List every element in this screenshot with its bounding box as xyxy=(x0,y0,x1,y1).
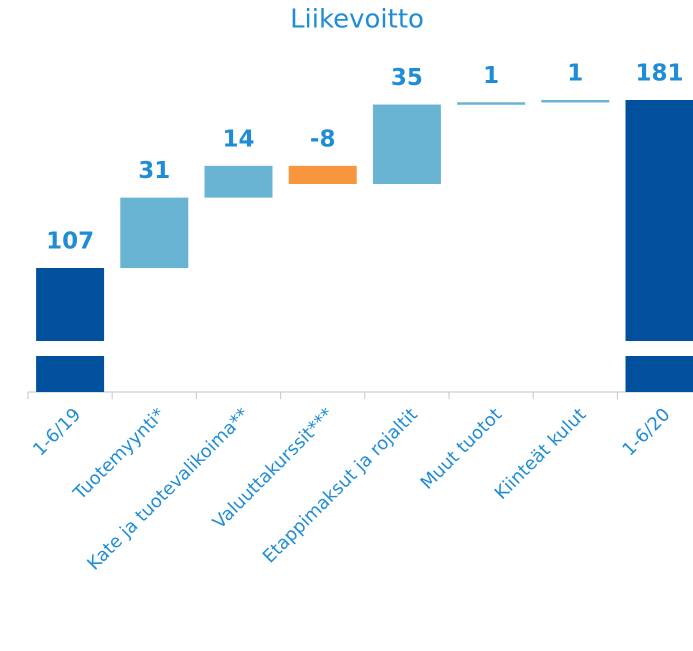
delta-bar xyxy=(120,197,189,268)
value-label: 181 xyxy=(635,61,683,87)
x-tick-label: Muut tuotot xyxy=(417,404,507,494)
axis-break xyxy=(623,341,693,356)
x-tick-label: Kate ja tuotevalikoima** xyxy=(83,404,253,574)
delta-bar xyxy=(204,165,273,198)
x-tick-label: 1-6/19 xyxy=(29,404,85,460)
delta-bar xyxy=(288,165,357,184)
value-label: 1 xyxy=(567,61,583,87)
value-label: 14 xyxy=(222,126,254,152)
x-tick-label: Etappimaksut ja rojaltit xyxy=(259,404,422,567)
value-label: -8 xyxy=(310,126,336,152)
total-bar xyxy=(36,268,105,392)
value-label: 1 xyxy=(483,63,499,89)
delta-bar xyxy=(372,104,441,184)
chart-title: Liikevoitto xyxy=(290,5,424,35)
value-label: 35 xyxy=(391,65,423,91)
delta-bar xyxy=(457,102,526,105)
value-label: 31 xyxy=(138,158,170,184)
value-label: 107 xyxy=(46,229,94,255)
x-tick-label: 1-6/20 xyxy=(618,404,674,460)
delta-bar xyxy=(541,100,610,103)
axis-break xyxy=(34,341,107,356)
